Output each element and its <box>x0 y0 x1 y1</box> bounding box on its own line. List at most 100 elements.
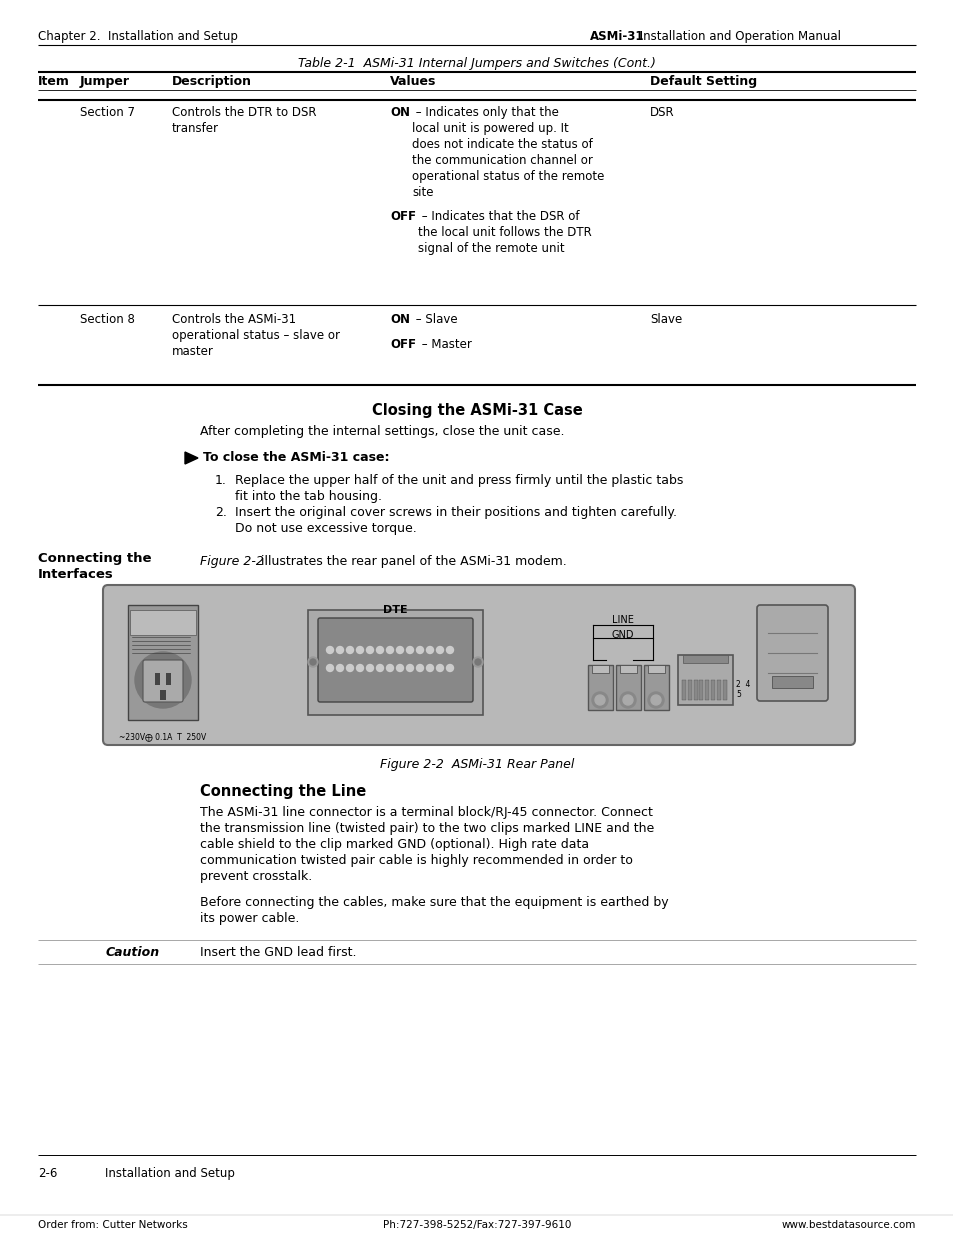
Bar <box>687 680 691 700</box>
Circle shape <box>473 657 482 667</box>
Text: Insert the original cover screws in their positions and tighten carefully.
Do no: Insert the original cover screws in thei… <box>234 506 677 535</box>
Text: Installation and Operation Manual: Installation and Operation Manual <box>636 30 841 43</box>
Text: Insert the GND lead first.: Insert the GND lead first. <box>200 946 356 960</box>
Text: Default Setting: Default Setting <box>649 75 757 88</box>
Text: Controls the ASMi-31
operational status – slave or
master: Controls the ASMi-31 operational status … <box>172 312 339 358</box>
Text: Figure 2-2  ASMi-31 Rear Panel: Figure 2-2 ASMi-31 Rear Panel <box>379 758 574 771</box>
Text: – Master: – Master <box>417 338 472 351</box>
Bar <box>166 673 171 685</box>
Text: Order from: Cutter Networks: Order from: Cutter Networks <box>38 1220 188 1230</box>
Text: LINE: LINE <box>612 615 634 625</box>
Circle shape <box>396 646 403 653</box>
Circle shape <box>416 646 423 653</box>
FancyBboxPatch shape <box>103 585 854 745</box>
Circle shape <box>426 664 433 672</box>
Circle shape <box>366 664 374 672</box>
Circle shape <box>336 646 343 653</box>
Text: Caution: Caution <box>106 946 160 960</box>
Circle shape <box>396 664 403 672</box>
Text: Slave: Slave <box>649 312 681 326</box>
Bar <box>592 664 608 673</box>
Text: 1.: 1. <box>214 474 227 487</box>
Text: Chapter 2.  Installation and Setup: Chapter 2. Installation and Setup <box>38 30 237 43</box>
Text: ~230V⨁ 0.1A  T  250V: ~230V⨁ 0.1A T 250V <box>119 732 207 741</box>
Bar <box>647 664 664 673</box>
Circle shape <box>436 646 443 653</box>
Bar <box>693 680 697 700</box>
Bar <box>710 680 714 700</box>
Text: DSR: DSR <box>649 106 674 119</box>
Text: illustrates the rear panel of the ASMi-31 modem.: illustrates the rear panel of the ASMi-3… <box>256 555 566 568</box>
Circle shape <box>446 664 453 672</box>
Text: Closing the ASMi-31 Case: Closing the ASMi-31 Case <box>372 403 581 417</box>
Text: Connecting the Line: Connecting the Line <box>200 784 366 799</box>
Bar <box>587 664 613 710</box>
Bar <box>771 676 812 688</box>
FancyBboxPatch shape <box>143 659 183 701</box>
Text: Connecting the
Interfaces: Connecting the Interfaces <box>38 552 152 580</box>
Circle shape <box>326 646 334 653</box>
Text: Controls the DTR to DSR
transfer: Controls the DTR to DSR transfer <box>172 106 316 135</box>
Text: Before connecting the cables, make sure that the equipment is earthed by
its pow: Before connecting the cables, make sure … <box>200 897 668 925</box>
Text: – Indicates only that the
local unit is powered up. It
does not indicate the sta: – Indicates only that the local unit is … <box>412 106 604 199</box>
Text: Ph:727-398-5252/Fax:727-397-9610: Ph:727-398-5252/Fax:727-397-9610 <box>382 1220 571 1230</box>
Text: GND: GND <box>611 630 634 640</box>
Text: ASMi-31: ASMi-31 <box>589 30 644 43</box>
FancyBboxPatch shape <box>317 618 473 701</box>
Text: Table 2-1  ASMi-31 Internal Jumpers and Switches (Cont.): Table 2-1 ASMi-31 Internal Jumpers and S… <box>297 57 656 70</box>
Circle shape <box>386 646 393 653</box>
Circle shape <box>346 646 354 653</box>
Text: – Slave: – Slave <box>412 312 457 326</box>
Bar <box>619 664 637 673</box>
Circle shape <box>475 659 480 664</box>
Circle shape <box>650 695 660 705</box>
Text: 2.: 2. <box>214 506 227 519</box>
Text: Installation and Setup: Installation and Setup <box>105 1167 234 1179</box>
Circle shape <box>416 664 423 672</box>
Text: Section 8: Section 8 <box>80 312 134 326</box>
Text: DTE: DTE <box>382 605 407 615</box>
Bar <box>704 680 708 700</box>
Circle shape <box>406 646 413 653</box>
Circle shape <box>376 664 383 672</box>
Circle shape <box>386 664 393 672</box>
Text: Jumper: Jumper <box>80 75 130 88</box>
Circle shape <box>326 664 334 672</box>
Bar <box>699 680 702 700</box>
Text: The ASMi-31 line connector is a terminal block/RJ-45 connector. Connect
the tran: The ASMi-31 line connector is a terminal… <box>200 806 654 883</box>
Bar <box>678 655 732 705</box>
Circle shape <box>406 664 413 672</box>
Bar <box>128 605 198 720</box>
Text: Item: Item <box>38 75 70 88</box>
Bar <box>130 610 195 635</box>
Bar <box>721 680 726 700</box>
Text: OFF: OFF <box>390 210 416 224</box>
Circle shape <box>426 646 433 653</box>
Circle shape <box>135 652 191 708</box>
Circle shape <box>336 664 343 672</box>
Text: Section 7: Section 7 <box>80 106 135 119</box>
Circle shape <box>592 692 607 708</box>
Bar <box>160 690 166 700</box>
Text: After completing the internal settings, close the unit case.: After completing the internal settings, … <box>200 425 564 438</box>
Text: 2  4
5: 2 4 5 <box>735 680 750 699</box>
Circle shape <box>310 659 315 664</box>
Circle shape <box>308 657 317 667</box>
Circle shape <box>647 692 663 708</box>
Text: ON: ON <box>390 106 410 119</box>
Circle shape <box>595 695 604 705</box>
Circle shape <box>366 646 374 653</box>
Text: 2-6: 2-6 <box>38 1167 57 1179</box>
Text: Values: Values <box>390 75 436 88</box>
FancyBboxPatch shape <box>757 605 827 701</box>
Circle shape <box>436 664 443 672</box>
Polygon shape <box>185 452 198 464</box>
Bar <box>616 664 640 710</box>
Circle shape <box>619 692 636 708</box>
Bar <box>643 664 668 710</box>
Circle shape <box>346 664 354 672</box>
Circle shape <box>622 695 633 705</box>
Text: ON: ON <box>390 312 410 326</box>
Text: Replace the upper half of the unit and press firmly until the plastic tabs
fit i: Replace the upper half of the unit and p… <box>234 474 682 503</box>
Text: OFF: OFF <box>390 338 416 351</box>
